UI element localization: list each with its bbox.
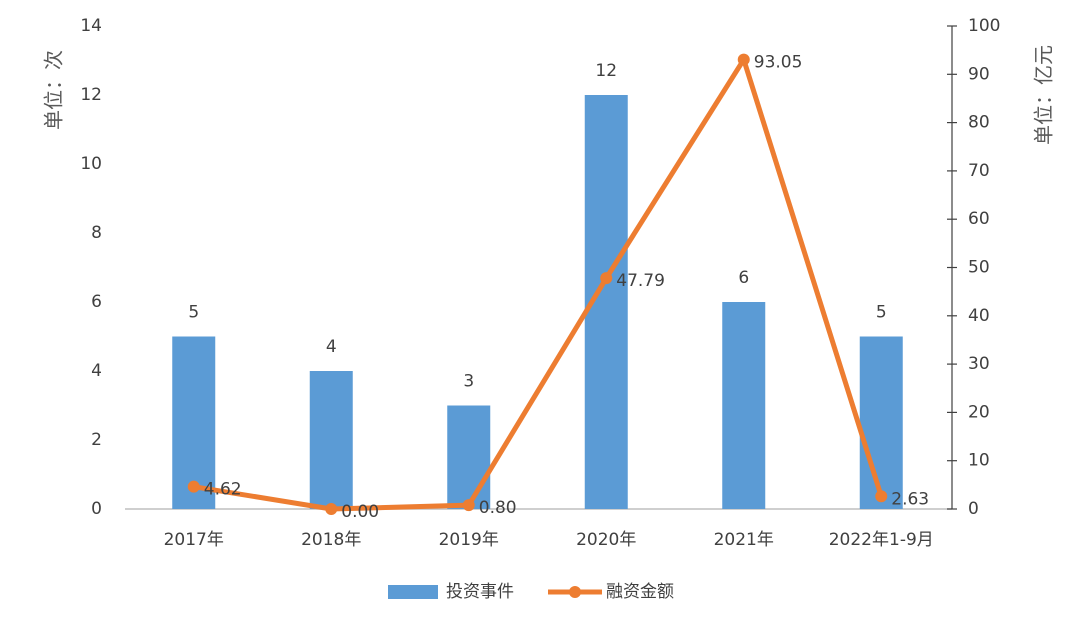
- data-label: 47.79: [616, 271, 665, 291]
- y2-tick-label: 50: [968, 258, 990, 278]
- y-tick-label: 12: [80, 85, 102, 105]
- line-point: [737, 53, 750, 66]
- line-point: [875, 490, 888, 503]
- legend-label: 融资金额: [606, 582, 674, 602]
- line-point: [600, 272, 613, 285]
- y-tick-label: 2: [91, 430, 102, 450]
- y-tick-label: 6: [91, 292, 102, 312]
- data-label: 0.80: [479, 498, 517, 518]
- data-label: 2.63: [891, 489, 929, 509]
- x-tick-label: 2021年: [714, 530, 774, 550]
- y2-tick-label: 70: [968, 161, 990, 181]
- data-label: 4.62: [204, 480, 242, 500]
- line-point: [187, 480, 200, 493]
- y2-tick-label: 90: [968, 64, 990, 84]
- y2-tick-label: 60: [968, 209, 990, 229]
- bar: [722, 302, 766, 509]
- data-label: 5: [188, 303, 199, 323]
- data-label: 12: [595, 61, 617, 81]
- y2-tick-label: 10: [968, 451, 990, 471]
- x-tick-label: 2018年: [301, 530, 361, 550]
- y2-tick-label: 100: [968, 16, 1000, 36]
- y2-axis-title: 单位：亿元: [1032, 45, 1056, 145]
- data-label: 0.00: [341, 502, 379, 522]
- y2-tick-label: 80: [968, 113, 990, 133]
- y-tick-label: 4: [91, 361, 102, 381]
- y-tick-label: 14: [80, 16, 102, 36]
- y-tick-label: 10: [80, 154, 102, 174]
- y2-tick-label: 0: [968, 499, 979, 519]
- legend-swatch: [569, 586, 581, 598]
- legend-label: 投资事件: [446, 582, 514, 602]
- data-label: 93.05: [754, 53, 803, 73]
- x-tick-label: 2017年: [164, 530, 224, 550]
- y-tick-label: 0: [91, 499, 102, 519]
- x-tick-label: 2019年: [439, 530, 499, 550]
- bar: [859, 336, 903, 509]
- x-tick-label: 2020年: [576, 530, 636, 550]
- line-point: [325, 503, 338, 515]
- data-label: 4: [326, 337, 337, 357]
- bar: [172, 336, 216, 509]
- data-label: 5: [876, 303, 887, 323]
- data-label: 6: [738, 268, 749, 288]
- legend-swatch: [388, 585, 438, 599]
- y2-tick-label: 30: [968, 354, 990, 374]
- line-point: [462, 499, 475, 512]
- y2-tick-label: 20: [968, 402, 990, 422]
- bar: [447, 405, 491, 509]
- x-tick-label: 2022年1-9月: [829, 530, 934, 550]
- bar: [309, 371, 353, 509]
- y-tick-label: 8: [91, 223, 102, 243]
- y-axis-title: 单位：次: [42, 50, 66, 130]
- line: [193, 57, 884, 512]
- data-label: 3: [463, 372, 474, 392]
- y2-tick-label: 40: [968, 306, 990, 326]
